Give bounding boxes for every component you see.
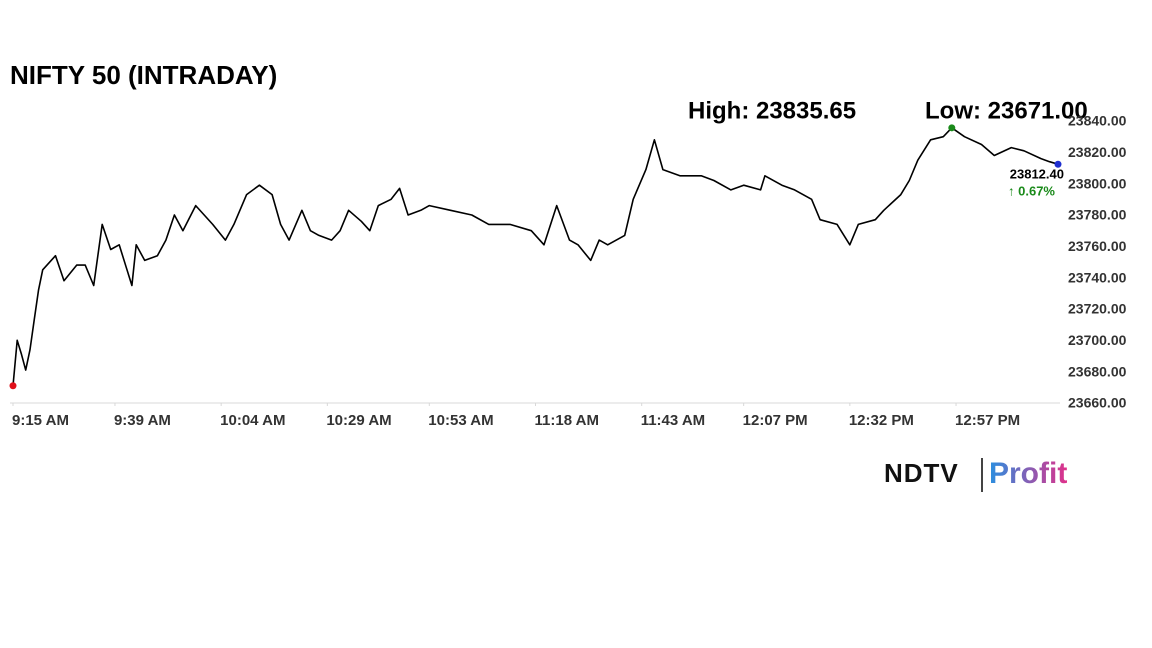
x-tick-label: 9:15 AM bbox=[12, 412, 69, 429]
x-tick-label: 11:18 AM bbox=[535, 412, 599, 429]
high-annotation: High: 23835.65 bbox=[688, 97, 856, 124]
y-tick-label: 23820.00 bbox=[1068, 144, 1127, 160]
y-tick-label: 23700.00 bbox=[1068, 332, 1127, 348]
y-tick-label: 23680.00 bbox=[1068, 363, 1127, 379]
last-value-label: 23812.40 bbox=[1010, 166, 1064, 181]
x-tick-label: 12:07 PM bbox=[743, 412, 808, 429]
y-tick-label: 23840.00 bbox=[1068, 113, 1127, 129]
low-marker bbox=[9, 382, 17, 390]
y-tick-label: 23720.00 bbox=[1068, 301, 1127, 317]
high-marker bbox=[948, 124, 956, 132]
logo-profit: Profit bbox=[989, 457, 1067, 490]
change-label: ↑ 0.67% bbox=[1008, 183, 1055, 198]
x-tick-label: 11:43 AM bbox=[641, 412, 705, 429]
y-tick-label: 23740.00 bbox=[1068, 269, 1127, 285]
logo-ndtv: NDTV bbox=[884, 458, 959, 488]
x-tick-label: 10:53 AM bbox=[428, 412, 493, 429]
price-line bbox=[12, 127, 1059, 386]
y-tick-label: 23760.00 bbox=[1068, 238, 1127, 254]
y-tick-label: 23780.00 bbox=[1068, 207, 1127, 223]
x-tick-label: 9:39 AM bbox=[114, 412, 171, 429]
x-tick-label: 10:29 AM bbox=[326, 412, 391, 429]
x-tick-label: 12:32 PM bbox=[849, 412, 914, 429]
chart-title: NIFTY 50 (INTRADAY) bbox=[10, 60, 277, 90]
x-tick-label: 12:57 PM bbox=[955, 412, 1020, 429]
last-marker bbox=[1054, 160, 1062, 168]
y-tick-label: 23660.00 bbox=[1068, 395, 1127, 411]
low-annotation: Low: 23671.00 bbox=[925, 97, 1088, 124]
y-tick-label: 23800.00 bbox=[1068, 175, 1127, 191]
x-tick-label: 10:04 AM bbox=[220, 412, 285, 429]
